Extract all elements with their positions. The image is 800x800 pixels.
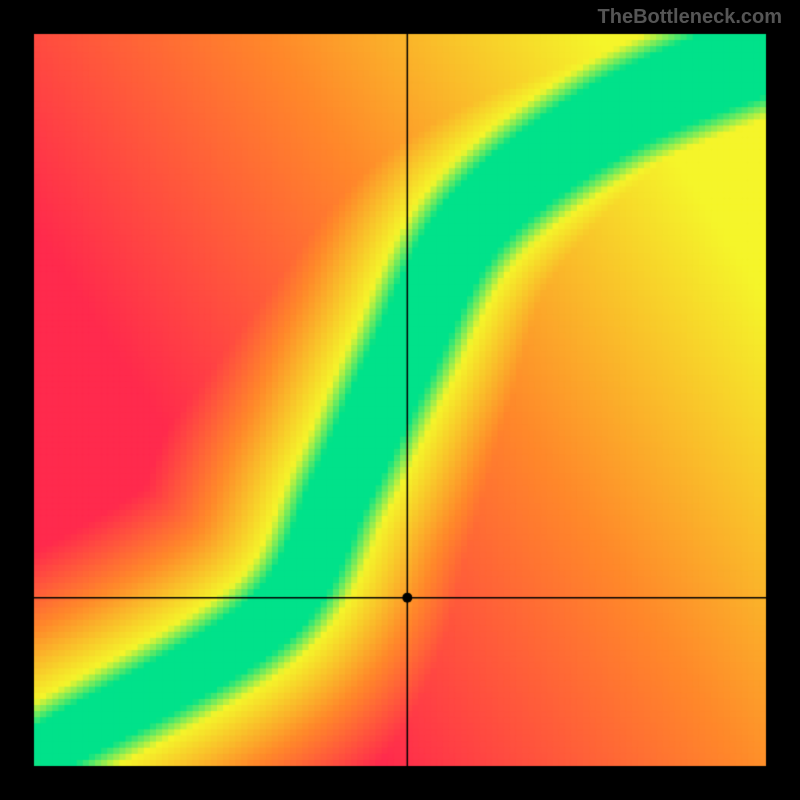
chart-container: TheBottleneck.com (0, 0, 800, 800)
bottleneck-heatmap-chart (0, 0, 800, 800)
watermark-text: TheBottleneck.com (598, 6, 782, 29)
